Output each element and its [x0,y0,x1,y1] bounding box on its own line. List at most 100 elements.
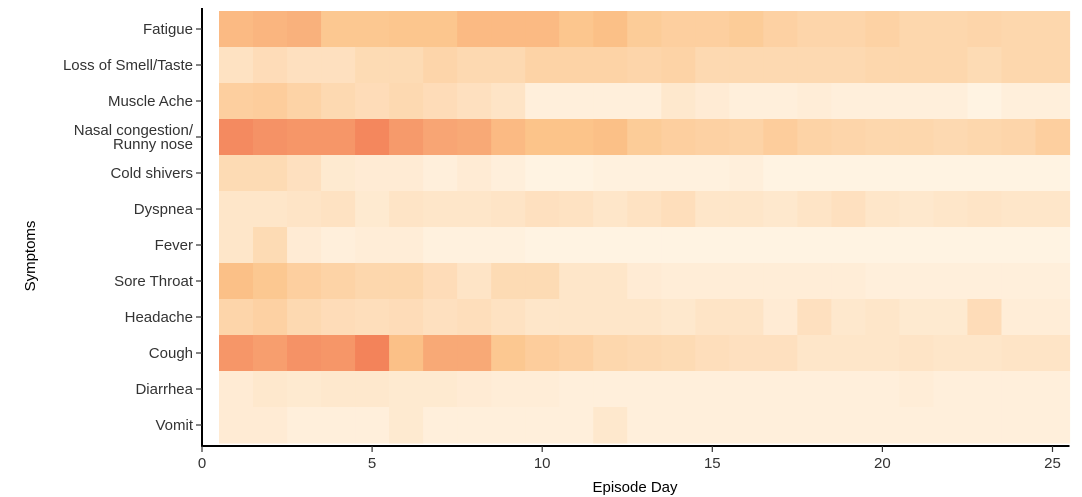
heatmap-cell [219,155,254,192]
heatmap-cell [559,299,594,336]
heatmap-cell [525,263,560,300]
heatmap-cell [287,407,322,444]
heatmap-cell [593,191,628,228]
heatmap-cell [389,335,424,372]
heatmap-cell [457,83,492,120]
heatmap-cell [593,119,628,156]
heatmap-cell [321,191,356,228]
heatmap-cell [321,47,356,84]
heatmap-cell [763,335,798,372]
heatmap-cell [219,407,254,444]
heatmap-cell [763,371,798,408]
x-axis: 0 5 10 15 20 25 [198,445,1070,472]
heatmap-cell [967,299,1003,336]
heatmap-cell [967,119,1003,156]
heatmap-cell [593,83,628,120]
heatmap-cell [593,371,628,408]
heatmap-cell [627,83,662,120]
heatmap-cell [831,11,866,48]
heatmap-cell [1001,335,1037,372]
heatmap-cell [389,407,424,444]
heatmap-cell [831,299,866,336]
heatmap-cell [1001,47,1037,84]
heatmap-cell [695,335,730,372]
heatmap-cell [661,407,696,444]
heatmap-cell [219,11,254,48]
heatmap-cell [797,371,832,408]
heatmap-cell [491,119,526,156]
heatmap-cell [559,335,594,372]
heatmap-cell [1001,227,1037,264]
heatmap-cell [627,191,662,228]
heatmap-cell [253,47,288,84]
heatmap-cell [1035,299,1071,336]
heatmap-cell [763,155,798,192]
heatmap-cell [967,371,1003,408]
heatmap-cell [763,299,798,336]
heatmap-cell [627,299,662,336]
heatmap-cell [899,407,935,444]
heatmap-cell [627,119,662,156]
heatmap-cell [729,227,764,264]
heatmap-cell [627,335,662,372]
heatmap-cell [525,155,560,192]
heatmap-cell [219,47,254,84]
heatmap-cell [355,335,390,372]
heatmap-cell [355,191,390,228]
heatmap-cell [967,191,1003,228]
heatmap-cell [491,47,526,84]
heatmap-cell [729,263,764,300]
heatmap-cell [491,299,526,336]
heatmap-cell [933,407,969,444]
heatmap-cell [457,47,492,84]
heatmap-cell [525,299,560,336]
heatmap-cell [593,263,628,300]
heatmap-cell [763,407,798,444]
heatmap-cell [525,119,560,156]
heatmap-cell [865,11,901,48]
heatmap-cell [287,119,322,156]
y-tick-label: Sore Throat [114,273,194,290]
heatmap-cell [491,407,526,444]
heatmap-cell [729,11,764,48]
heatmap-cell [729,119,764,156]
heatmap-cell [525,191,560,228]
heatmap-cell [1001,263,1037,300]
heatmap-cell [865,119,901,156]
heatmap-cell [627,371,662,408]
heatmap-cell [253,227,288,264]
heatmap-cell [389,47,424,84]
heatmap-cell [797,119,832,156]
y-axis-title: Symptoms [22,221,39,292]
heatmap-cell [321,371,356,408]
heatmap-cell [355,263,390,300]
heatmap-cell [525,407,560,444]
heatmap-cell [423,155,458,192]
heatmap-cell [253,407,288,444]
heatmap-cell [967,47,1003,84]
heatmap-cell [219,83,254,120]
heatmap-cell [423,119,458,156]
heatmap-cell [559,407,594,444]
heatmap-cell [797,263,832,300]
heatmap-cell [321,263,356,300]
heatmap-cell [355,11,390,48]
heatmap-cell [661,335,696,372]
heatmap-cell [287,83,322,120]
heatmap-cell [695,83,730,120]
heatmap-cell [559,227,594,264]
heatmap-cell [253,11,288,48]
heatmap-cell [899,227,935,264]
heatmap-cell [491,227,526,264]
heatmap-cell [933,119,969,156]
heatmap-cell [1001,155,1037,192]
heatmap-cell [423,83,458,120]
heatmap-cell [831,119,866,156]
heatmap-cell [627,47,662,84]
heatmap-cell [321,83,356,120]
heatmap-cell [423,299,458,336]
heatmap-cell [525,335,560,372]
heatmap-cell [899,11,935,48]
heatmap-cell [763,47,798,84]
heatmap-cell [865,227,901,264]
